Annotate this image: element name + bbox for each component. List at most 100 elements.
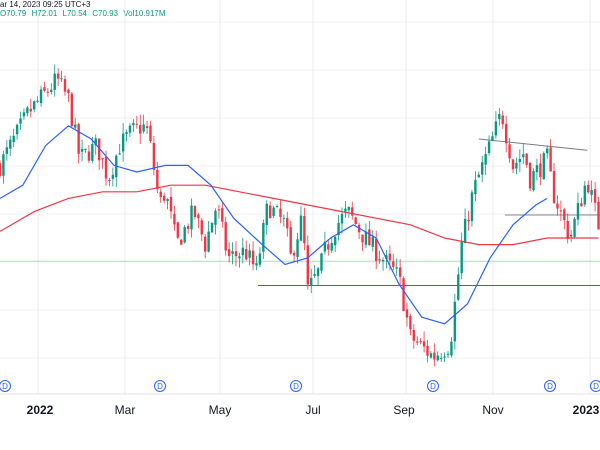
candle-body-9	[29, 108, 32, 112]
dividend-marker-3[interactable]: D	[427, 380, 439, 392]
candle-body-70	[238, 256, 241, 259]
time-axis[interactable]: 2022 Mar May Jul Sep Nov 2023	[27, 403, 600, 417]
candle-body-97	[330, 242, 333, 251]
candle-body-125	[426, 345, 429, 356]
dividend-marker-4[interactable]: D	[544, 380, 556, 392]
candle-body-12	[39, 89, 43, 104]
dividend-marker-0[interactable]: D	[0, 380, 11, 392]
candle-body-148	[504, 123, 508, 144]
candle-body-25	[84, 148, 87, 151]
candle-body-165	[563, 209, 566, 221]
dividend-marker-2[interactable]: D	[290, 380, 302, 392]
candle-body-53	[180, 239, 183, 245]
candle-body-17	[56, 73, 60, 79]
candle-body-127	[433, 352, 436, 360]
candle-body-113	[385, 255, 388, 260]
grid	[0, 0, 600, 394]
candle-body-38	[128, 125, 132, 133]
candle-body-67	[227, 249, 231, 256]
candle-body-135	[460, 241, 463, 274]
candle-body-4	[12, 135, 15, 143]
candle-body-65	[221, 208, 224, 222]
candle-body-5	[15, 124, 19, 135]
candle-body-24	[80, 148, 84, 152]
candle-body-138	[470, 192, 474, 222]
x-tick-label-0: 2022	[27, 403, 54, 417]
candle-body-28	[94, 138, 97, 146]
candle-body-41	[139, 125, 142, 134]
candle-body-131	[446, 353, 450, 355]
dividend-marker-circle	[154, 380, 166, 392]
candle-body-62	[210, 222, 214, 233]
candle-body-151	[515, 162, 518, 169]
candle-body-10	[33, 101, 36, 110]
dividend-marker-circle	[590, 380, 600, 392]
candle-body-59	[200, 220, 203, 235]
candle-body-149	[508, 144, 511, 159]
trend-line	[478, 138, 588, 151]
candle-body-48	[162, 195, 166, 201]
candle-body-108	[368, 229, 371, 246]
candle-body-73	[248, 250, 251, 258]
candle-body-146	[498, 114, 501, 120]
candle-body-117	[398, 267, 402, 277]
dividend-marker-label: D	[293, 382, 299, 391]
candle-body-6	[19, 118, 22, 124]
candle-body-100	[340, 213, 344, 224]
candle-body-153	[522, 154, 525, 158]
candle-body-58	[197, 214, 200, 219]
candle-body-120	[409, 315, 412, 330]
candle-body-85	[289, 227, 292, 254]
candle-body-82	[279, 208, 282, 217]
candle-body-145	[494, 121, 498, 136]
candle-body-51	[173, 213, 176, 225]
candle-body-139	[474, 179, 477, 195]
candle-body-83	[282, 218, 286, 220]
volume-value: Vol10.917M	[123, 9, 166, 18]
candle-body-40	[135, 123, 138, 125]
candle-body-60	[204, 236, 207, 252]
candle-body-86	[292, 252, 296, 256]
open-value: O70.79	[0, 9, 27, 18]
candle-body-168	[573, 218, 576, 237]
candle-body-124	[422, 341, 426, 347]
candles	[0, 64, 600, 367]
x-tick-label-1: Mar	[115, 403, 136, 417]
candle-body-56	[190, 205, 193, 230]
candle-body-8	[26, 107, 29, 114]
candle-body-129	[439, 357, 443, 359]
candle-body-87	[296, 239, 299, 257]
candle-body-18	[60, 78, 63, 80]
candle-body-122	[416, 341, 419, 343]
candle-body-63	[214, 210, 217, 225]
candle-body-150	[511, 159, 515, 170]
candle-body-169	[576, 203, 580, 220]
candle-body-159	[542, 153, 545, 180]
candle-body-61	[207, 231, 210, 252]
candle-body-88	[299, 215, 303, 241]
dividend-marker-1[interactable]: D	[154, 380, 166, 392]
candle-body-98	[333, 236, 337, 246]
candle-body-15	[50, 89, 53, 92]
candle-body-132	[450, 341, 453, 356]
candle-body-19	[63, 79, 67, 92]
candle-body-112	[381, 259, 385, 262]
candle-body-43	[145, 126, 149, 129]
candle-body-173	[590, 190, 593, 195]
candle-body-133	[453, 301, 457, 342]
candle-body-161	[549, 147, 552, 172]
candle-body-14	[46, 91, 50, 93]
candle-body-128	[436, 355, 439, 361]
candle-body-166	[566, 220, 569, 240]
candle-body-102	[347, 206, 351, 211]
candle-body-92	[313, 274, 316, 276]
low-value: L70.54	[62, 9, 87, 18]
candle-body-66	[224, 222, 227, 251]
x-tick-label-6: 2023	[573, 403, 600, 417]
candle-body-37	[125, 132, 128, 134]
candle-body-49	[166, 198, 169, 202]
candle-body-45	[152, 142, 156, 170]
dividend-marker-5[interactable]: D	[590, 380, 600, 392]
